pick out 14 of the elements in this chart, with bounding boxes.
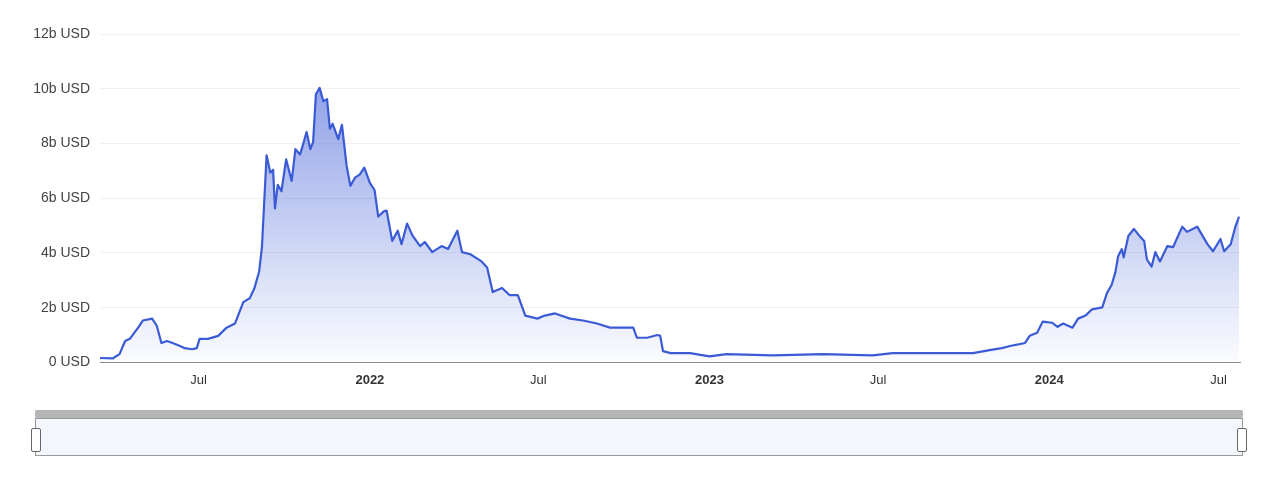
x-tick-label: Jul	[869, 371, 887, 387]
y-tick-label: 10b USD	[33, 79, 90, 96]
y-tick-label: 4b USD	[40, 243, 90, 260]
y-tick-label: 8b USD	[40, 134, 90, 151]
y-tick-label: 0 USD	[48, 353, 90, 370]
y-tick-label: 2b USD	[40, 298, 90, 315]
x-tick-label: Jul	[1210, 371, 1228, 387]
x-tick-label: 2024	[1034, 371, 1065, 387]
y-tick-label: 12b USD	[33, 24, 90, 41]
x-tick-label: 2022	[355, 371, 385, 387]
x-tick-label: 2023	[695, 371, 725, 387]
x-tick-label: Jul	[190, 371, 208, 387]
x-tick-label: Jul	[530, 371, 547, 387]
y-tick-label: 6b USD	[40, 189, 90, 206]
